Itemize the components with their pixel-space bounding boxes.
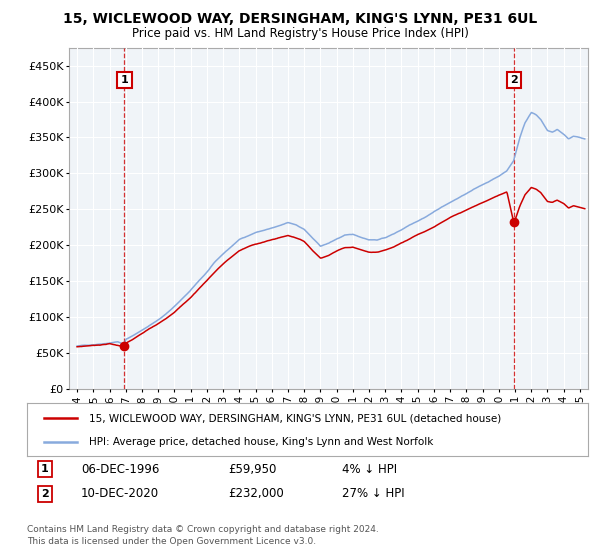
Text: 27% ↓ HPI: 27% ↓ HPI [342, 487, 404, 501]
Text: HPI: Average price, detached house, King's Lynn and West Norfolk: HPI: Average price, detached house, King… [89, 436, 433, 446]
Text: 1: 1 [41, 464, 49, 474]
Text: 2: 2 [510, 75, 518, 85]
Text: 1: 1 [121, 75, 128, 85]
Text: 2: 2 [41, 489, 49, 499]
Text: £232,000: £232,000 [228, 487, 284, 501]
Bar [514, 48, 588, 389]
Text: 15, WICLEWOOD WAY, DERSINGHAM, KING'S LYNN, PE31 6UL: 15, WICLEWOOD WAY, DERSINGHAM, KING'S LY… [63, 12, 537, 26]
Text: 06-DEC-1996: 06-DEC-1996 [81, 463, 160, 476]
Text: Contains HM Land Registry data © Crown copyright and database right 2024.
This d: Contains HM Land Registry data © Crown c… [27, 525, 379, 546]
Bar [69, 48, 124, 389]
Text: £59,950: £59,950 [228, 463, 277, 476]
Text: 4% ↓ HPI: 4% ↓ HPI [342, 463, 397, 476]
Text: 10-DEC-2020: 10-DEC-2020 [81, 487, 159, 501]
Text: Price paid vs. HM Land Registry's House Price Index (HPI): Price paid vs. HM Land Registry's House … [131, 27, 469, 40]
Text: 15, WICLEWOOD WAY, DERSINGHAM, KING'S LYNN, PE31 6UL (detached house): 15, WICLEWOOD WAY, DERSINGHAM, KING'S LY… [89, 413, 501, 423]
